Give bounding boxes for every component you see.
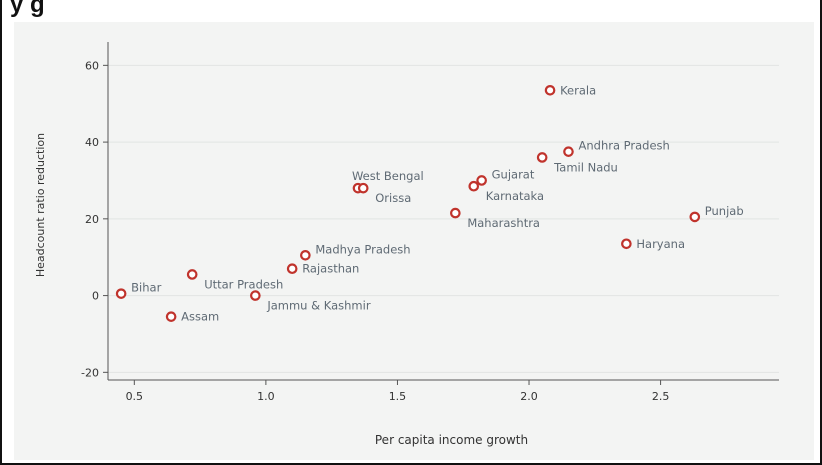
- tick-labels: -20 0 20 40 60 0.5 1.0 1.5 2.0 2.5: [81, 59, 669, 403]
- point-label: Maharashtra: [467, 216, 540, 230]
- y-tick-label: 20: [85, 213, 99, 226]
- point-label: Punjab: [705, 204, 744, 218]
- point-label: Bihar: [131, 281, 161, 295]
- data-point: [689, 211, 701, 223]
- x-tick-label: 2.5: [652, 390, 670, 403]
- point-label: West Bengal: [352, 169, 424, 183]
- y-tick-label: 40: [85, 136, 99, 149]
- point-label: Andhra Pradesh: [578, 139, 669, 153]
- point-label: Gujarat: [492, 167, 535, 181]
- x-tick-label: 1.0: [257, 390, 275, 403]
- axes: [103, 42, 779, 385]
- data-point: [621, 238, 632, 250]
- point-label: Rajasthan: [302, 262, 359, 276]
- data-point: [476, 175, 487, 186]
- point-label: Tamil Nadu: [553, 160, 618, 174]
- data-point: [300, 249, 311, 261]
- point-label: Haryana: [636, 237, 685, 251]
- point-label: Uttar Pradesh: [204, 277, 283, 291]
- y-tick-label: 0: [92, 290, 99, 303]
- point-labels: Bihar Assam Uttar Pradesh Jammu & Kashmir Ra…: [131, 83, 743, 323]
- data-point: [357, 182, 369, 194]
- data-point: [536, 152, 548, 163]
- point-label: Orissa: [375, 191, 411, 205]
- point-label: Assam: [181, 310, 219, 324]
- data-point: [115, 288, 127, 299]
- x-axis-label: Per capita income growth: [375, 433, 528, 447]
- point-label: Jammu & Kashmir: [266, 299, 370, 313]
- data-point: [468, 180, 480, 192]
- chart-panel: -20 0 20 40 60 0.5 1.0 1.5 2.0 2.5 Bihar Assam Utta…: [14, 22, 814, 460]
- x-tick-label: 1.5: [389, 390, 407, 403]
- data-point: [450, 207, 461, 219]
- data-point: [544, 84, 556, 96]
- data-point: [186, 269, 198, 280]
- data-points: [115, 84, 701, 322]
- scatter-chart: -20 0 20 40 60 0.5 1.0 1.5 2.0 2.5 Bihar Assam Utta…: [34, 42, 779, 447]
- point-label: Kerala: [560, 83, 596, 97]
- x-tick-label: 2.0: [520, 390, 538, 403]
- data-point: [165, 311, 177, 322]
- y-tick-label: 60: [85, 59, 99, 72]
- page-title-partial: y g: [10, 0, 45, 18]
- grid-lines: [108, 64, 779, 373]
- point-label: Karnataka: [486, 189, 544, 203]
- y-tick-label: -20: [81, 366, 99, 379]
- x-tick-label: 0.5: [126, 390, 144, 403]
- point-label: Madhya Pradesh: [315, 242, 410, 256]
- data-point: [563, 146, 574, 157]
- data-point: [250, 290, 261, 301]
- y-axis-label: Headcount ratio reduction: [34, 133, 47, 277]
- data-point: [286, 263, 298, 275]
